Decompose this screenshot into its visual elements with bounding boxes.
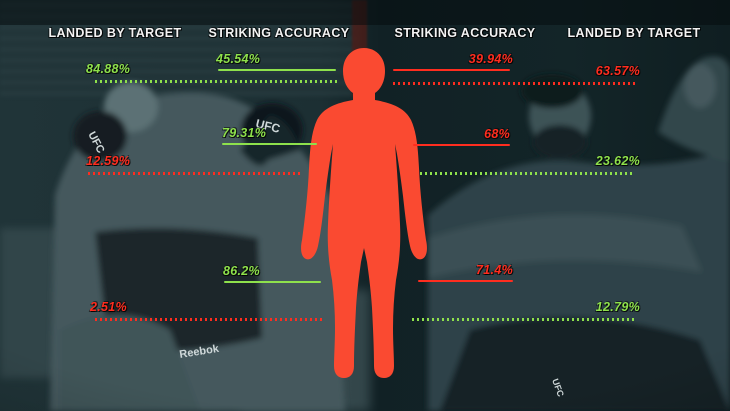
stat-right-landed-body: 23.62% [420, 154, 640, 175]
leader-line-solid [222, 143, 317, 145]
header-right-striking-accuracy: STRIKING ACCURACY [394, 26, 536, 40]
top-shade-band [0, 0, 730, 25]
left-glove2-brand: UFC [254, 116, 282, 136]
leader-line-solid [418, 280, 513, 282]
leader-line-solid [413, 144, 510, 146]
stat-value: 84.88% [86, 62, 131, 76]
stat-value: 12.59% [86, 154, 131, 168]
leader-line-dotted [393, 82, 635, 85]
stat-right-accuracy-body: 68% [413, 127, 510, 146]
leader-line-dotted [95, 80, 340, 83]
stat-left-accuracy-body: 79.31% [222, 126, 317, 145]
leader-line-solid [218, 69, 336, 71]
stat-left-landed-legs: 2.51% [90, 300, 325, 321]
stat-value: 79.31% [222, 126, 267, 140]
stat-left-accuracy-head: 45.54% [216, 52, 337, 71]
stat-value: 71.4% [476, 263, 513, 277]
leader-line-solid [224, 281, 321, 283]
right-fighter-silhouette [428, 56, 730, 411]
stat-right-landed-head: 63.57% [393, 64, 640, 85]
leader-line-solid [393, 69, 510, 71]
stat-value: 68% [484, 127, 510, 141]
stat-left-landed-body: 12.59% [86, 154, 303, 175]
stat-value: 45.54% [216, 52, 261, 66]
leader-line-dotted [95, 318, 325, 321]
stat-left-accuracy-legs: 86.2% [223, 264, 321, 283]
leader-line-dotted [420, 172, 633, 175]
header-left-striking-accuracy: STRIKING ACCURACY [208, 26, 350, 40]
stat-left-landed-head: 84.88% [86, 62, 340, 83]
header-left-landed-by-target: LANDED BY TARGET [48, 26, 182, 40]
stat-value: 12.79% [595, 300, 640, 314]
stat-right-accuracy-head: 39.94% [393, 52, 513, 71]
leader-line-dotted [88, 172, 303, 175]
human-figure-target-icon [301, 48, 427, 378]
stat-value: 39.94% [468, 52, 513, 66]
leader-line-dotted [412, 318, 634, 321]
stat-right-landed-legs: 12.79% [412, 300, 640, 321]
stat-value: 23.62% [595, 154, 640, 168]
stat-value: 63.57% [595, 64, 640, 78]
stat-value: 86.2% [223, 264, 260, 278]
stat-value: 2.51% [90, 300, 127, 314]
header-right-landed-by-target: LANDED BY TARGET [567, 26, 701, 40]
stat-right-accuracy-legs: 71.4% [418, 263, 513, 282]
